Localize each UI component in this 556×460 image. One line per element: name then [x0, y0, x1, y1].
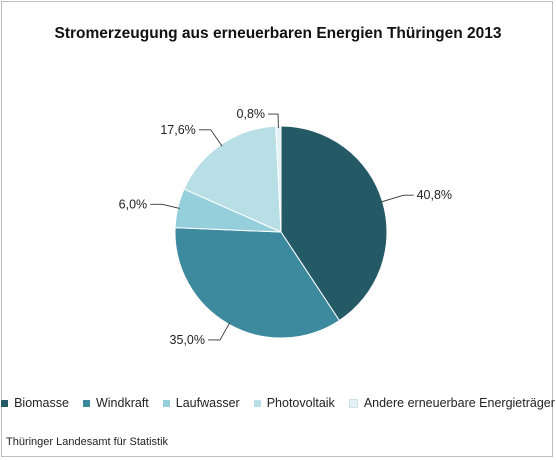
legend-label: Andere erneuerbare Energieträger [363, 396, 555, 410]
slice-label-biomasse: 40,8% [417, 188, 452, 202]
chart-title: Stromerzeugung aus erneuerbaren Energien… [54, 25, 502, 42]
legend-item-andere: Andere erneuerbare Energieträger [348, 396, 555, 410]
leader-line-windkraft [208, 322, 231, 341]
legend-item-windkraft: Windkraft [82, 396, 149, 410]
source-note: Thüringer Landesamt für Statistik [6, 436, 169, 448]
legend-label: Windkraft [95, 396, 149, 410]
legend-swatch [1, 399, 9, 407]
legend-label: Biomasse [14, 396, 69, 410]
slice-label-photovoltaik: 17,6% [160, 123, 195, 137]
slice-label-windkraft: 35,0% [170, 333, 205, 347]
leader-line-biomasse [380, 194, 414, 203]
legend-label: Laufwasser [175, 396, 240, 410]
legend-swatch [82, 399, 90, 407]
legend-label: Photovoltaik [266, 396, 335, 410]
slice-labels: 40,8% 35,0% 6,0% 17,6% 0,8% [119, 107, 452, 347]
legend-swatch [162, 399, 170, 407]
leader-line-andere [268, 113, 279, 129]
leader-line-photovoltaik [198, 129, 223, 147]
legend-item-photovoltaik: Photovoltaik [253, 396, 335, 410]
slice-label-andere: 0,8% [237, 107, 266, 121]
legend: Biomasse Windkraft Laufwasser Photovolta… [0, 396, 556, 410]
leader-lines [150, 113, 414, 341]
pie-slices [174, 125, 388, 339]
legend-item-biomasse: Biomasse [1, 396, 69, 410]
slice-label-laufwasser: 6,0% [119, 197, 148, 211]
legend-swatch [253, 399, 261, 407]
legend-swatch [348, 398, 358, 408]
leader-line-laufwasser [150, 203, 180, 209]
legend-item-laufwasser: Laufwasser [162, 396, 240, 410]
